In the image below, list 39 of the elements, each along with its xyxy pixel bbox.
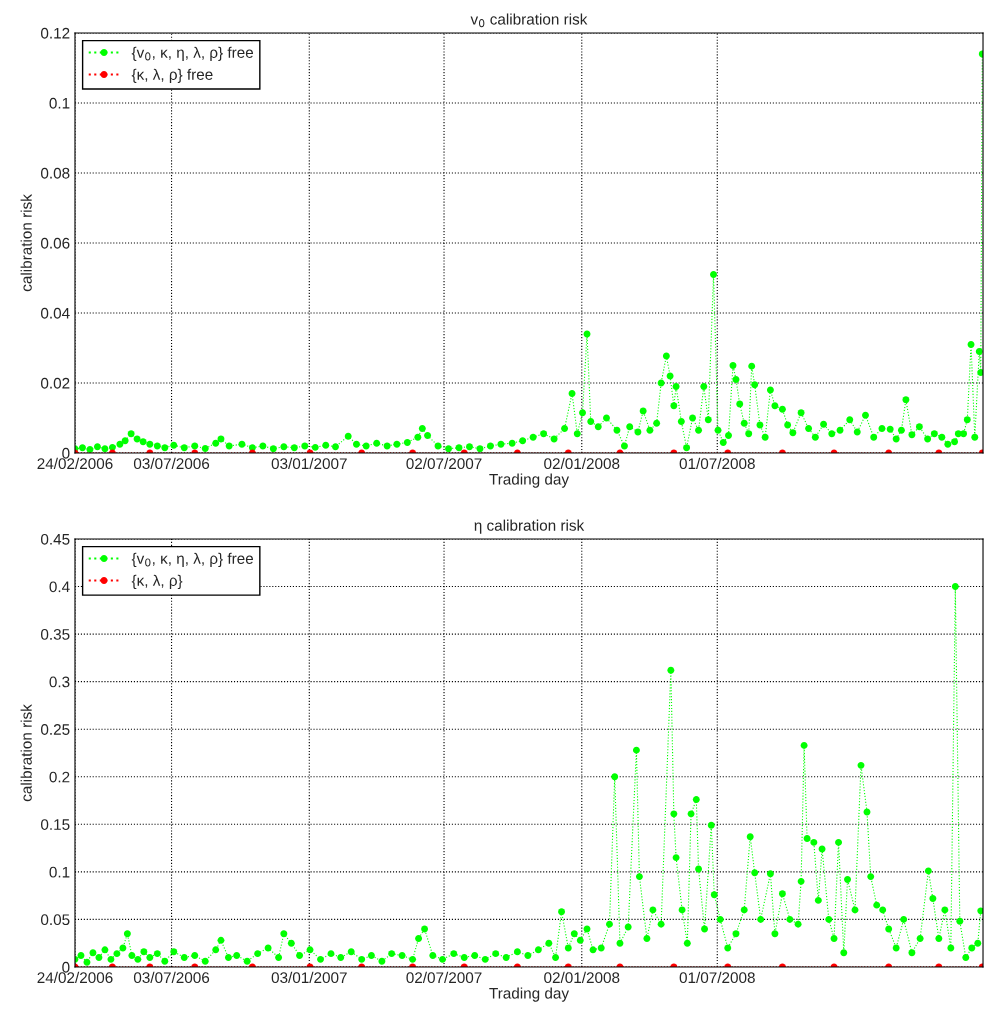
y-tick-label: 0.08 bbox=[40, 167, 70, 179]
y-tick-label: 0.25 bbox=[40, 724, 70, 735]
x-tick-label: 24/02/2006 bbox=[37, 971, 113, 984]
y-tick-label: 0.4 bbox=[49, 581, 70, 593]
x-tick-label: 02/01/2008 bbox=[544, 971, 620, 984]
y-axis-title: calibration risk bbox=[20, 194, 32, 292]
y-tick-label: 0.04 bbox=[40, 307, 70, 319]
y-tick-label: 0.15 bbox=[40, 819, 70, 830]
x-tick-label: 24/02/2006 bbox=[37, 457, 113, 470]
x-tick-label: 01/07/2008 bbox=[679, 457, 755, 470]
x-tick-label: 03/07/2006 bbox=[133, 971, 210, 984]
y-tick-label: 0.02 bbox=[40, 377, 70, 389]
y-tick-label: 0.12 bbox=[40, 27, 70, 39]
y-tick-label: 0.2 bbox=[49, 771, 70, 783]
legend-label: {κ, λ, ρ} free bbox=[131, 68, 213, 83]
x-tick-label: 03/01/2007 bbox=[271, 971, 347, 984]
y-tick-label: 0.35 bbox=[40, 628, 70, 640]
y-tick-label: 0.45 bbox=[40, 533, 70, 545]
legend-label: {κ, λ, ρ} bbox=[131, 574, 183, 589]
y-tick-label: 0 bbox=[62, 447, 70, 459]
x-axis-title: Trading day bbox=[489, 473, 570, 488]
chart-title: η calibration risk bbox=[474, 519, 585, 534]
y-tick-label: 0.05 bbox=[40, 914, 70, 926]
x-tick-label: 03/07/2006 bbox=[133, 457, 210, 470]
x-tick-label: 02/07/2007 bbox=[406, 457, 482, 470]
x-tick-label: 02/01/2008 bbox=[544, 457, 620, 470]
y-tick-label: 0.06 bbox=[40, 237, 70, 249]
y-tick-label: 0 bbox=[62, 961, 70, 973]
legend-label: {v$_{0}$, κ, η, λ, ρ} free bbox=[131, 552, 254, 567]
chart-title: v$_{0}$ calibration risk bbox=[470, 13, 588, 28]
y-tick-label: 0.3 bbox=[49, 676, 70, 688]
y-tick-label: 0.1 bbox=[49, 97, 70, 109]
legend-label: {v$_{0}$, κ, η, λ, ρ} free bbox=[131, 46, 254, 61]
x-tick-label: 01/07/2008 bbox=[679, 971, 755, 984]
y-axis-title: calibration risk bbox=[20, 704, 32, 802]
x-axis-title: Trading day bbox=[489, 987, 570, 1002]
x-tick-label: 03/01/2007 bbox=[271, 457, 347, 470]
y-tick-label: 0.1 bbox=[49, 866, 70, 878]
x-tick-label: 02/07/2007 bbox=[406, 971, 482, 984]
